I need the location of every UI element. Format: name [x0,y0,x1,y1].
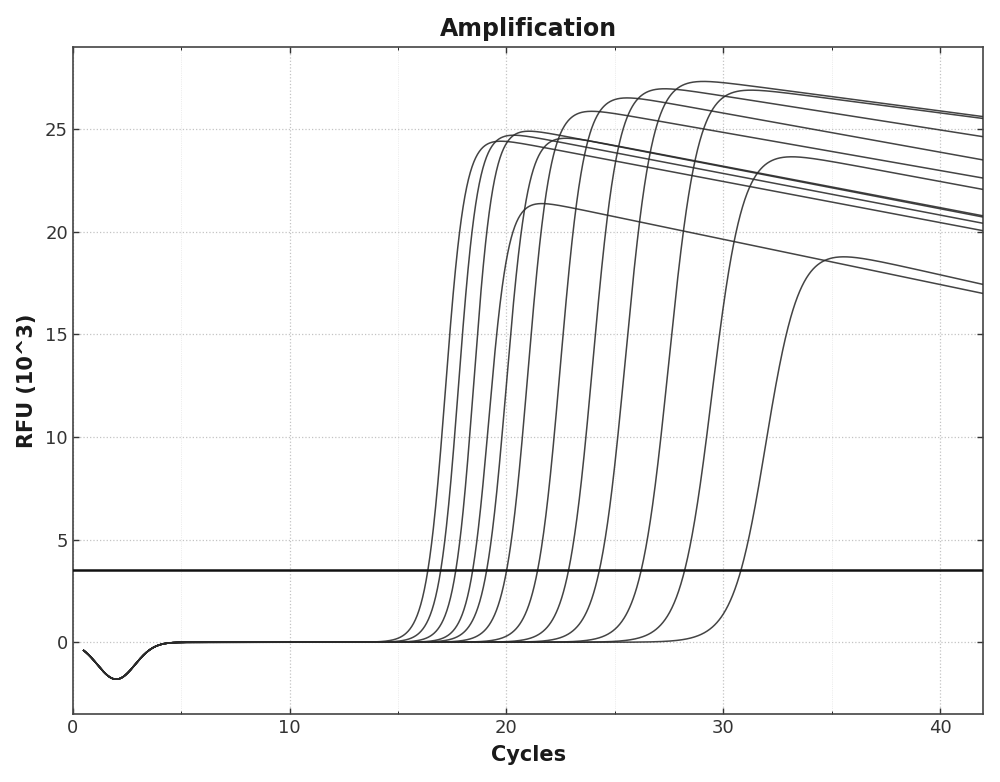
X-axis label: Cycles: Cycles [491,745,566,766]
Y-axis label: RFU (10^3): RFU (10^3) [17,314,37,447]
Title: Amplification: Amplification [440,16,617,41]
